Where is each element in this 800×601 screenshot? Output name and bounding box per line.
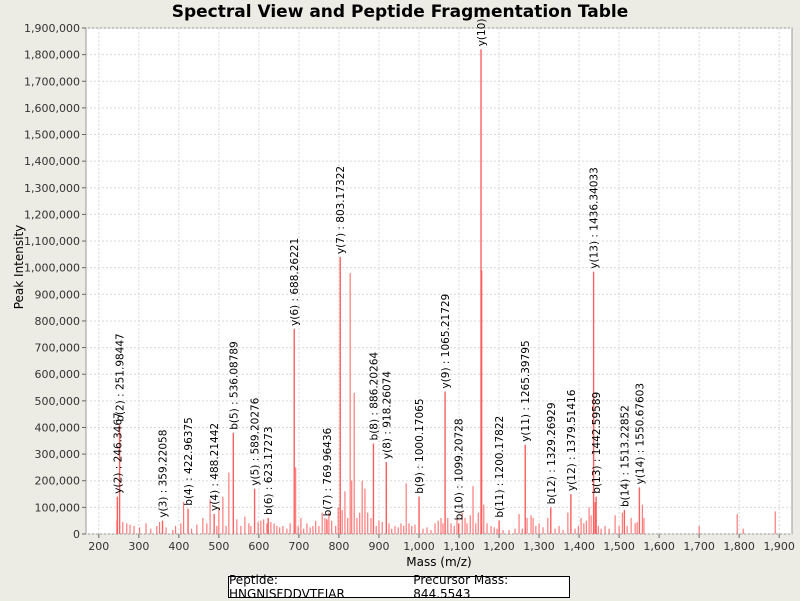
- x-tick-label: 800: [328, 540, 349, 553]
- y-tick-label: 500,000: [35, 395, 81, 408]
- peak-label: y(4) : 488.21442: [209, 423, 221, 511]
- y-tick-label: 1,000,000: [24, 262, 80, 275]
- y-tick-label: 1,200,000: [24, 208, 80, 221]
- peak-label: y(3) : 359.22058: [158, 430, 170, 518]
- x-axis-label: Mass (m/z): [406, 555, 471, 569]
- x-tick-label: 1,600: [643, 540, 675, 553]
- peak-label: b(10) : 1099.20728: [454, 418, 466, 520]
- peak-label: b(11) : 1200.17822: [494, 416, 506, 518]
- x-tick-label: 600: [248, 540, 269, 553]
- x-tick-label: 1,000: [403, 540, 435, 553]
- x-tick-label: 1,700: [683, 540, 715, 553]
- peak-label: y(12) : 1379.51416: [566, 389, 578, 491]
- chart-title: Spectral View and Peptide Fragmentation …: [171, 2, 629, 22]
- x-tick-label: 1,100: [443, 540, 475, 553]
- peak-label: b(5) : 536.08789: [228, 341, 240, 430]
- x-tick-label: 1,300: [523, 540, 555, 553]
- x-tick-label: 1,400: [563, 540, 595, 553]
- y-tick-label: 700,000: [35, 342, 81, 355]
- y-tick-label: 1,900,000: [24, 22, 80, 35]
- y-tick-label: 200,000: [35, 475, 81, 488]
- peak-label: b(12) : 1329.26929: [546, 402, 558, 504]
- x-tick-label: 700: [288, 540, 309, 553]
- peak-label: y(6) : 688.26221: [289, 238, 301, 326]
- y-tick-label: 1,500,000: [24, 129, 80, 142]
- peak-label: y(2) : 246.3467: [112, 412, 124, 493]
- x-tick-label: 1,200: [483, 540, 515, 553]
- y-tick-label: 0: [73, 528, 80, 541]
- x-axis: 200 300 400 500 600 700 800 900 1,000 1,100 1,200 1…: [88, 534, 795, 553]
- y-tick-label: 1,800,000: [24, 49, 80, 62]
- peak-label: y(11) : 1265.39795: [520, 340, 532, 441]
- peak-label: b(7) : 769.96436: [322, 428, 334, 517]
- peak-label: y(9) : 1065.21729: [440, 294, 452, 389]
- peak-label: b(4) : 422.96375: [183, 417, 195, 506]
- precursor-mass: Precursor Mass: 844.5543: [413, 573, 509, 601]
- y-tick-label: 1,100,000: [24, 235, 80, 248]
- y-tick-label: 1,300,000: [24, 182, 80, 195]
- x-tick-label: 1,900: [763, 540, 795, 553]
- peak-label: b(13) : 1442.59589: [591, 392, 603, 494]
- y-axis-label: Peak Intensity: [12, 225, 26, 310]
- y-tick-label: 100,000: [35, 501, 81, 514]
- x-tick-label: 900: [368, 540, 389, 553]
- y-tick-label: 1,600,000: [24, 102, 80, 115]
- x-tick-label: 300: [128, 540, 149, 553]
- y-tick-label: 800,000: [35, 315, 81, 328]
- x-tick-label: 1,500: [603, 540, 635, 553]
- y-tick-label: 1,700,000: [24, 75, 80, 88]
- x-tick-label: 500: [208, 540, 229, 553]
- y-tick-label: 300,000: [35, 448, 81, 461]
- x-tick-label: 1,800: [723, 540, 755, 553]
- y-tick-label: 900,000: [35, 288, 81, 301]
- peak-label: y(8) : 918.26074: [381, 371, 393, 459]
- plot-area: [85, 27, 793, 535]
- y-axis: 0 100,000 200,000 300,000 400,000 500,000 600,…: [24, 22, 86, 541]
- peak-label: b(6) : 623.17273: [263, 426, 275, 515]
- x-tick-label: 400: [168, 540, 189, 553]
- peak-label: b(2) : 251.98447: [115, 333, 127, 422]
- grid: [86, 27, 792, 535]
- peak-label: b(9) : 1000.17065: [414, 398, 426, 493]
- peak-label: y(14) : 1550.67603: [634, 383, 646, 484]
- x-tick-label: 200: [88, 540, 109, 553]
- peak-label: y(10): [476, 19, 488, 47]
- peak-label: y(7) : 803.17322: [335, 166, 347, 254]
- peak-label: y(13) : 1436.34033: [589, 167, 601, 268]
- peptide-info-box: Peptide: HNGNISFDDVTEIAR Precursor Mass:…: [228, 573, 570, 601]
- y-tick-label: 400,000: [35, 421, 81, 434]
- peak-label: y(5) : 589.20276: [250, 397, 262, 485]
- peak-label: b(14) : 1513.22852: [619, 405, 631, 507]
- peaks: [116, 49, 776, 534]
- peak-label: b(8) : 886.20264: [368, 352, 380, 441]
- peptide-sequence: Peptide: HNGNISFDDVTEIAR: [229, 573, 345, 601]
- y-tick-label: 600,000: [35, 368, 81, 381]
- y-tick-label: 1,400,000: [24, 155, 80, 168]
